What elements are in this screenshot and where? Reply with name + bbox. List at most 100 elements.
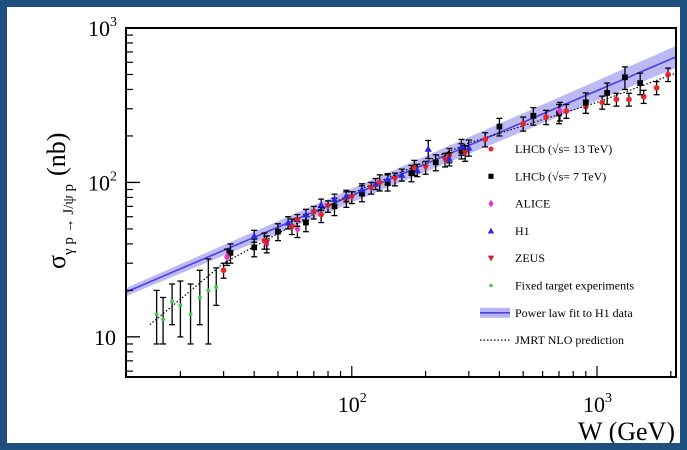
y-tick-label-base: 10 [88, 16, 110, 41]
data-point [177, 280, 184, 338]
data-point [367, 181, 375, 195]
triangle-down-marker [441, 157, 449, 164]
legend: LHCb (√s= 13 TeV) LHCb (√s= 7 TeV) ALICE H1… [480, 142, 634, 347]
data-point [391, 172, 399, 187]
triangle-up-marker [358, 185, 366, 193]
y-axis-label: σγ p → J/ψ p (nb) [42, 133, 77, 269]
circle-marker [626, 96, 632, 103]
circle-marker [411, 164, 418, 171]
y-tick-label-base: 10 [88, 170, 110, 195]
triangle-down-marker [391, 176, 399, 183]
y-tick-label: 102 [88, 169, 117, 195]
data-point [613, 92, 620, 107]
square-marker [604, 90, 611, 96]
data-point [284, 216, 292, 230]
legend-label: Power law fit to H1 data [515, 306, 633, 320]
data-point [637, 72, 644, 96]
square-marker [251, 244, 258, 251]
square-marker [432, 159, 439, 166]
circle-marker [220, 267, 227, 274]
data-point [317, 198, 325, 211]
y-tick-label-exponent: 3 [110, 15, 117, 30]
data-point [496, 117, 503, 137]
star-marker [178, 303, 183, 308]
x-tick-label: 103 [583, 391, 612, 417]
data-point [465, 139, 473, 157]
data-point [348, 191, 356, 205]
square-marker [496, 123, 503, 130]
triangle-up-marker [342, 192, 350, 199]
data-point [482, 132, 489, 148]
x-tick-label: 102 [338, 391, 367, 417]
data-point [288, 218, 295, 236]
triangle-up-marker [384, 175, 392, 183]
circle-marker [318, 211, 325, 218]
data-point [432, 154, 439, 172]
legend-entry: LHCb (√s= 7 TeV) [488, 169, 606, 183]
star-marker [161, 317, 166, 322]
triangle-up-marker [284, 218, 292, 226]
data-point [604, 82, 611, 106]
x-tick-label-base: 10 [338, 392, 360, 417]
circle-marker [376, 179, 383, 186]
triangle-up-marker [317, 200, 325, 208]
data-point [520, 116, 527, 132]
triangle-up-marker [413, 166, 421, 174]
square-marker [227, 249, 234, 256]
data-point [582, 92, 589, 115]
legend-label: H1 [515, 224, 530, 238]
jmrt-prediction-line [149, 72, 677, 326]
data-points [153, 66, 672, 345]
circle-marker [543, 114, 549, 120]
circle-marker [599, 99, 606, 106]
triangle-down-marker [461, 150, 469, 157]
data-point [653, 80, 660, 96]
data-point [263, 235, 271, 250]
data-point [408, 164, 415, 183]
triangle-up-marker [487, 227, 495, 234]
square-marker [408, 170, 415, 176]
data-point [461, 145, 469, 162]
triangle-down-marker [367, 185, 375, 192]
square-marker [637, 80, 644, 86]
data-point [424, 139, 432, 160]
data-point [250, 229, 258, 243]
legend-label: LHCb (√s= 13 TeV) [515, 142, 612, 156]
triangle-down-marker [324, 203, 332, 210]
triangle-down-marker [487, 255, 495, 262]
data-point [457, 138, 466, 156]
data-point [302, 208, 310, 221]
triangle-up-marker [424, 145, 432, 152]
data-point [530, 106, 537, 126]
square-marker [622, 74, 628, 81]
diamond-marker [557, 106, 563, 116]
y-tick-label: 103 [88, 15, 117, 41]
data-point [621, 66, 628, 91]
star-marker [170, 299, 175, 304]
data-point [413, 163, 421, 178]
data-point [543, 109, 550, 126]
triangle-up-marker [302, 210, 310, 218]
data-point [625, 92, 632, 107]
star-marker [206, 288, 211, 293]
square-marker [488, 173, 494, 179]
legend-entry: ZEUS [487, 251, 545, 265]
data-point [342, 189, 350, 203]
diamond-marker [224, 252, 230, 262]
data-point [169, 283, 176, 326]
legend-entry: ALICE [488, 197, 550, 211]
star-marker [197, 295, 202, 300]
data-point [398, 168, 406, 182]
legend-entry: H1 [487, 224, 530, 238]
data-point [160, 296, 167, 345]
star-marker [214, 285, 219, 290]
triangle-down-marker [293, 217, 301, 224]
triangle-up-marker [398, 171, 406, 178]
diamond-marker [488, 199, 494, 208]
data-point [665, 67, 672, 83]
data-point [371, 177, 380, 191]
circle-marker [653, 84, 660, 91]
legend-entry: JMRT NLO prediction [480, 333, 624, 347]
circle-marker [613, 96, 620, 103]
